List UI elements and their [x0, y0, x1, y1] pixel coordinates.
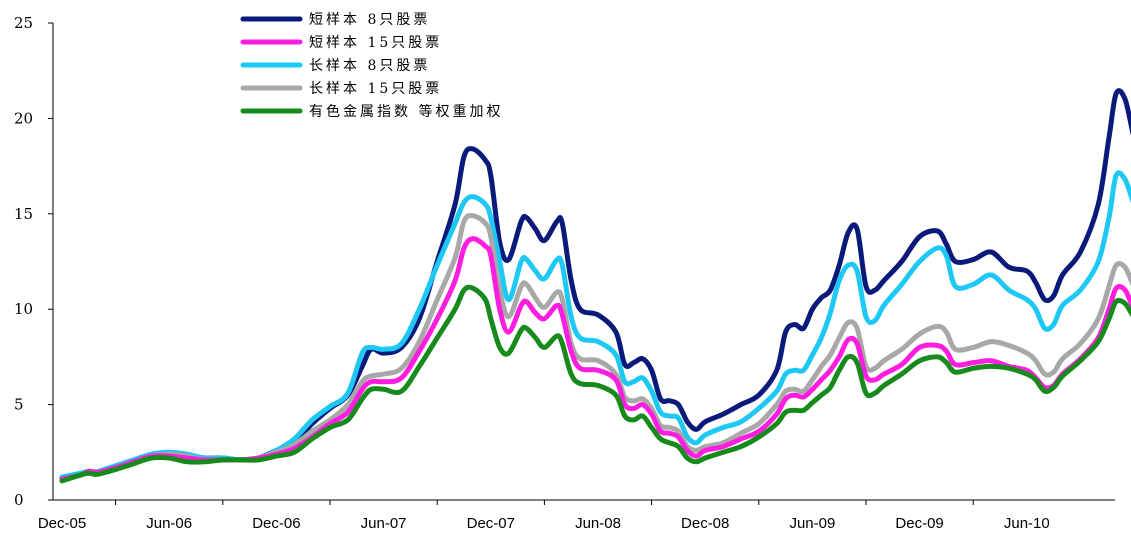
- x-tick-label: Jun-07: [361, 515, 407, 532]
- y-tick-label: 5: [14, 396, 24, 414]
- legend-label: 长样本 15只股票: [309, 81, 442, 97]
- x-tick-label: Dec-09: [895, 515, 943, 532]
- series-line-4: [59, 212, 1131, 482]
- legend-label: 短样本 8只股票: [309, 12, 430, 28]
- series-line-5: [59, 284, 1131, 484]
- y-tick-label: 20: [14, 109, 33, 127]
- chart-axes: [52, 23, 1115, 501]
- y-tick-group: 0 5 10 15 20 25: [14, 14, 53, 509]
- x-tick-label: Dec-06: [252, 515, 300, 532]
- y-tick-label: 15: [14, 205, 33, 223]
- y-tick-label: 0: [14, 491, 24, 509]
- series-line-2: [59, 236, 1131, 482]
- legend-label: 长样本 8只股票: [309, 58, 430, 74]
- x-tick-label: Jun-10: [1004, 515, 1050, 532]
- legend-label: 有色金属指数 等权重加权: [309, 103, 503, 120]
- y-tick-label: 10: [14, 300, 33, 318]
- legend-label: 短样本 15只股票: [309, 35, 442, 51]
- x-tick-label: Dec-05: [38, 515, 86, 532]
- series-line-3: [59, 170, 1131, 480]
- x-tick-label: Jun-08: [575, 515, 621, 532]
- x-tick-label: Jun-06: [146, 515, 192, 532]
- x-tick-label: Dec-08: [681, 515, 729, 532]
- series-line-1: [59, 88, 1131, 482]
- x-tick-group: Dec-05 Jun-06 Dec-06 Jun-07 Dec-07 Jun-08 Dec-…: [38, 500, 1050, 532]
- x-tick-label: Dec-07: [467, 515, 515, 532]
- x-tick-label: Jun-09: [789, 515, 835, 532]
- y-tick-label: 25: [14, 14, 33, 32]
- series-group: [59, 88, 1131, 484]
